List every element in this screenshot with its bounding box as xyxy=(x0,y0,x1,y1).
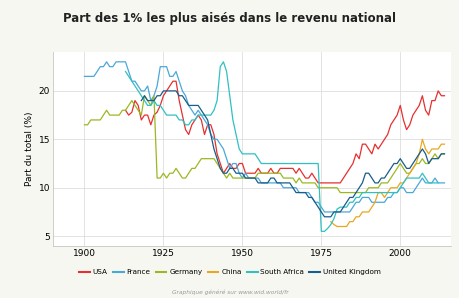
Y-axis label: Part du total (%): Part du total (%) xyxy=(25,112,34,186)
Text: Graphique généré sur www.wid.world/fr: Graphique généré sur www.wid.world/fr xyxy=(171,290,288,295)
Legend: USA, France, Germany, China, South Africa, United Kingdom: USA, France, Germany, China, South Afric… xyxy=(76,266,383,278)
Text: Part des 1% les plus aisés dans le revenu national: Part des 1% les plus aisés dans le reven… xyxy=(63,12,396,25)
